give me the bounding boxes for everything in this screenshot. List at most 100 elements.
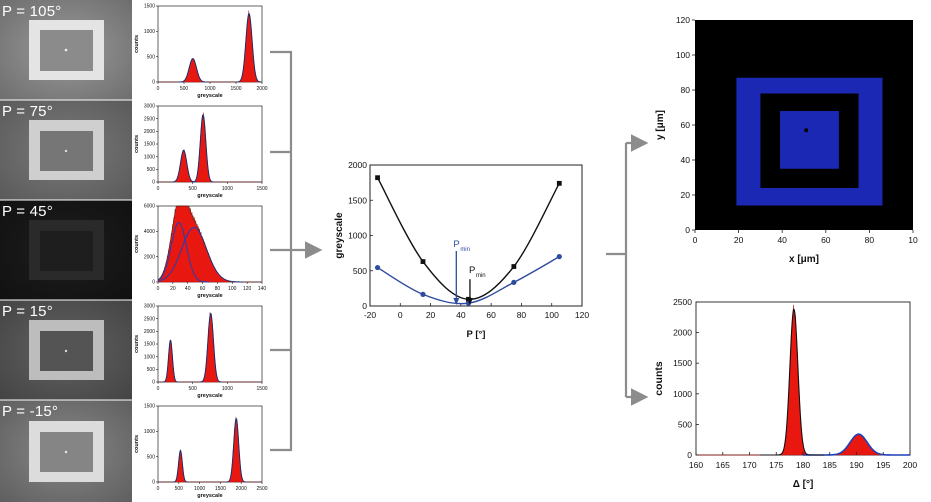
pmin-label: P [469,265,475,276]
x-tick-label: 100 [545,310,559,320]
map-defect [804,128,809,133]
fit-envelope [158,418,262,483]
y-tick-label: 1500 [673,358,692,368]
x-tick-label: 0 [693,235,698,245]
y-tick-label: 1500 [144,142,155,148]
y-tick-label: 1500 [348,195,367,205]
plot-frame [157,105,263,183]
y-axis-label: counts [653,361,665,396]
y-tick-label: 3000 [144,304,155,310]
data-point [511,264,517,269]
y-tick-label: 500 [147,54,156,60]
delta-histogram: 160 165 170 175 180 185 190 195 2000500100015002… [653,297,917,490]
y-tick-label: 500 [147,367,156,373]
micrograph-label-15: P = 15° [2,303,53,320]
x-axis-label: Δ [°] [793,479,814,490]
x-tick-label: 0 [157,86,160,92]
data-point [556,254,562,260]
y-tick-label: 0 [152,380,155,386]
y-tick-label: 2500 [673,297,692,307]
y-axis-label: counts [134,335,140,353]
x-tick-label: 2000 [236,486,247,492]
y-tick-label: 6000 [144,204,155,210]
x-tick-label: 0 [157,486,160,492]
y-tick-label: 500 [353,266,367,276]
y-tick-label: 1000 [144,29,155,35]
y-tick-label: 500 [147,454,156,460]
x-tick-label: 1500 [256,386,267,392]
micrograph-label-105: P = 105° [2,3,62,20]
x-tick-label: 20 [170,286,176,292]
x-tick-label: 1500 [230,86,241,92]
histogram-area [158,112,262,183]
x-tick-label: 140 [258,286,267,292]
x-tick-label: 165 [716,460,730,470]
x-axis-label: greyscale [197,493,222,499]
y-tick-label: 2000 [144,329,155,335]
x-axis-label: greyscale [197,93,222,99]
data-point [511,279,517,285]
fit-envelope [158,312,262,383]
x-tick-label: 1000 [222,186,233,192]
x-tick-label: 80 [865,235,875,245]
histogram-45: 0 20 40 60 80 100 120 140 0 2000 4000 6000 greyscale… [134,204,267,299]
x-axis-label: greyscale [197,293,222,299]
micrograph-75 [0,100,132,200]
fit-envelope [157,205,262,283]
x-tick-label: 195 [876,460,890,470]
histogram-area [696,304,910,456]
y-tick-label: 1500 [144,404,155,410]
x-tick-label: 100 [228,286,237,292]
y-tick-label: 80 [681,85,691,95]
y-tick-label: 40 [681,155,691,165]
data-point [556,180,562,186]
histogram-area [158,416,262,483]
x-tick-label: 60 [200,286,206,292]
x-tick-label: 120 [243,286,252,292]
x-tick-label: 1500 [256,186,267,192]
micrograph-label-m15: P = -15° [2,403,59,420]
x-tick-label: 40 [777,235,787,245]
pmin-sub: min [476,273,486,279]
y-tick-label: 2500 [144,316,155,322]
x-tick-label: 20 [426,310,436,320]
series-line-black [376,177,560,301]
y-tick-label: 500 [147,167,156,173]
y-tick-label: 2500 [144,116,155,122]
histogram-15: 0 500 1000 1500 0 500 1000 1500 2000 2500 3000 grey… [134,304,268,399]
y-tick-label: 0 [152,480,155,486]
map-defect [854,170,858,174]
y-tick-label: 1500 [144,4,155,10]
micrograph-m15 [0,400,132,502]
pmin-arrowhead [453,298,460,305]
x-tick-label: 2500 [256,486,267,492]
x-tick-label: 500 [188,186,197,192]
pmin-sub: min [460,247,470,253]
y-tick-label: 4000 [144,229,155,235]
y-tick-label: 0 [685,225,690,235]
x-tick-label: 0 [157,286,160,292]
x-tick-label: 1000 [204,86,215,92]
x-tick-label: 180 [796,460,810,470]
histogram-area [157,205,262,283]
micrograph-15 [0,300,132,400]
y-tick-label: 2000 [673,328,692,338]
x-tick-label: 500 [175,486,184,492]
micrograph-label-45: P = 45° [2,203,53,220]
histogram-105: 0 500 1000 1500 2000 0 500 1000 1500 greyscale cou… [134,4,268,99]
x-tick-label: 1000 [222,386,233,392]
x-tick-label: 0 [157,186,160,192]
x-axis-label: greyscale [197,393,222,399]
x-tick-label: 20 [734,235,744,245]
y-tick-label: 500 [678,419,692,429]
x-tick-label: 40 [456,310,466,320]
x-tick-label: 80 [517,310,527,320]
y-tick-label: 60 [681,120,691,130]
x-tick-label: 500 [188,386,197,392]
x-tick-label: 80 [215,286,221,292]
micrograph-105 [0,0,132,100]
fit-curve [158,221,210,283]
micrograph-strip [0,0,132,502]
